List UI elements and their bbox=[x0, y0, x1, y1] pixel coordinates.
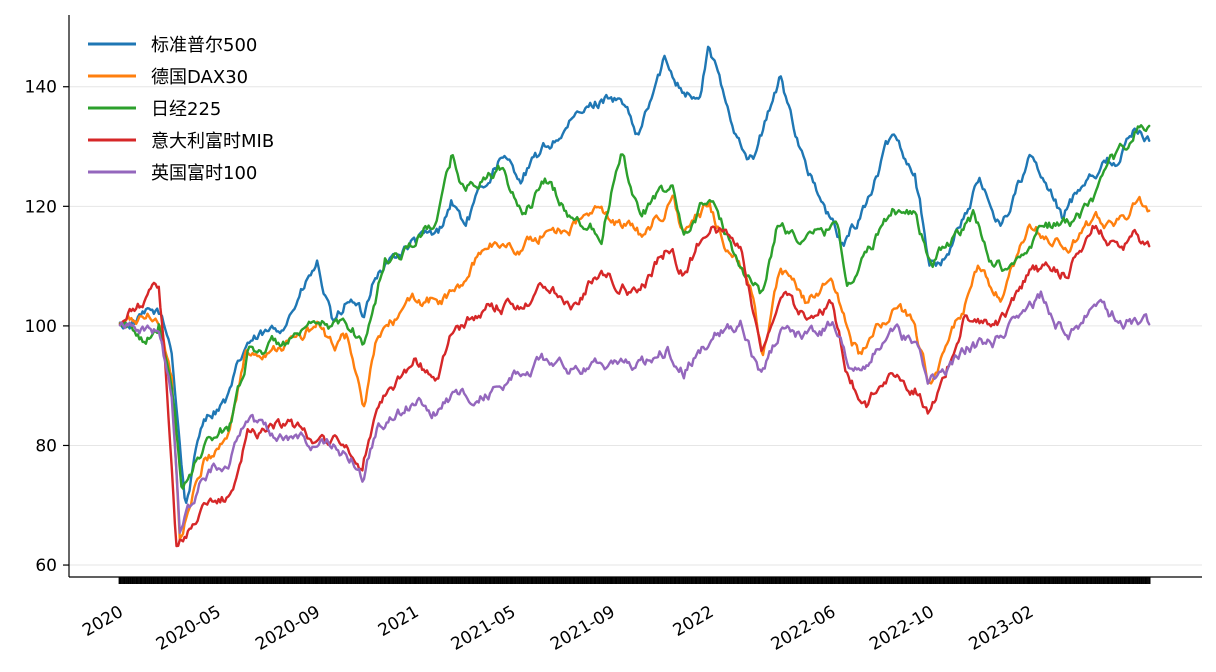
x-tick-label: 2021-09 bbox=[547, 602, 619, 655]
y-tick-label: 140 bbox=[25, 78, 57, 98]
legend-label-4: 英国富时100 bbox=[151, 163, 257, 184]
y-tick-label: 100 bbox=[25, 317, 57, 337]
x-tick-label: 2022 bbox=[670, 602, 717, 641]
x-tick-label: 2020-05 bbox=[153, 602, 225, 655]
legend-label-1: 德国DAX30 bbox=[151, 67, 248, 88]
series-lines bbox=[118, 45, 1151, 548]
x-tick-label: 2021-05 bbox=[448, 602, 520, 655]
series-line-0 bbox=[118, 45, 1151, 504]
series-line-2 bbox=[118, 124, 1151, 490]
y-tick-label: 60 bbox=[35, 556, 57, 576]
x-minor-ticks bbox=[119, 577, 1151, 584]
x-tick-label: 2021 bbox=[375, 602, 422, 641]
x-tick-label: 2020-09 bbox=[252, 602, 324, 655]
y-axis-ticks: 60 80 100 120 140 bbox=[25, 78, 69, 576]
y-tick-label: 120 bbox=[25, 197, 57, 217]
series-line-4 bbox=[118, 290, 1151, 534]
grid-lines bbox=[69, 86, 1202, 566]
legend-label-0: 标准普尔500 bbox=[151, 35, 257, 56]
x-tick-label: 2022-10 bbox=[866, 602, 938, 655]
x-axis-ticks: 2020 2020-05 2020-09 2021 2021-05 2021-09 2022… bbox=[79, 577, 1151, 655]
y-tick-label: 80 bbox=[35, 436, 57, 456]
legend-label-2: 日经225 bbox=[151, 99, 221, 120]
legend-label-3: 意大利富时MIB bbox=[151, 131, 274, 152]
legend: 标准普尔500 德国DAX30 日经225 意大利富时MIB 英国富时100 bbox=[88, 35, 274, 184]
x-tick-label: 2023-02 bbox=[966, 602, 1038, 655]
x-tick-label: 2022-06 bbox=[768, 602, 840, 655]
x-tick-label: 2020 bbox=[79, 602, 126, 641]
series-line-3 bbox=[118, 224, 1151, 548]
